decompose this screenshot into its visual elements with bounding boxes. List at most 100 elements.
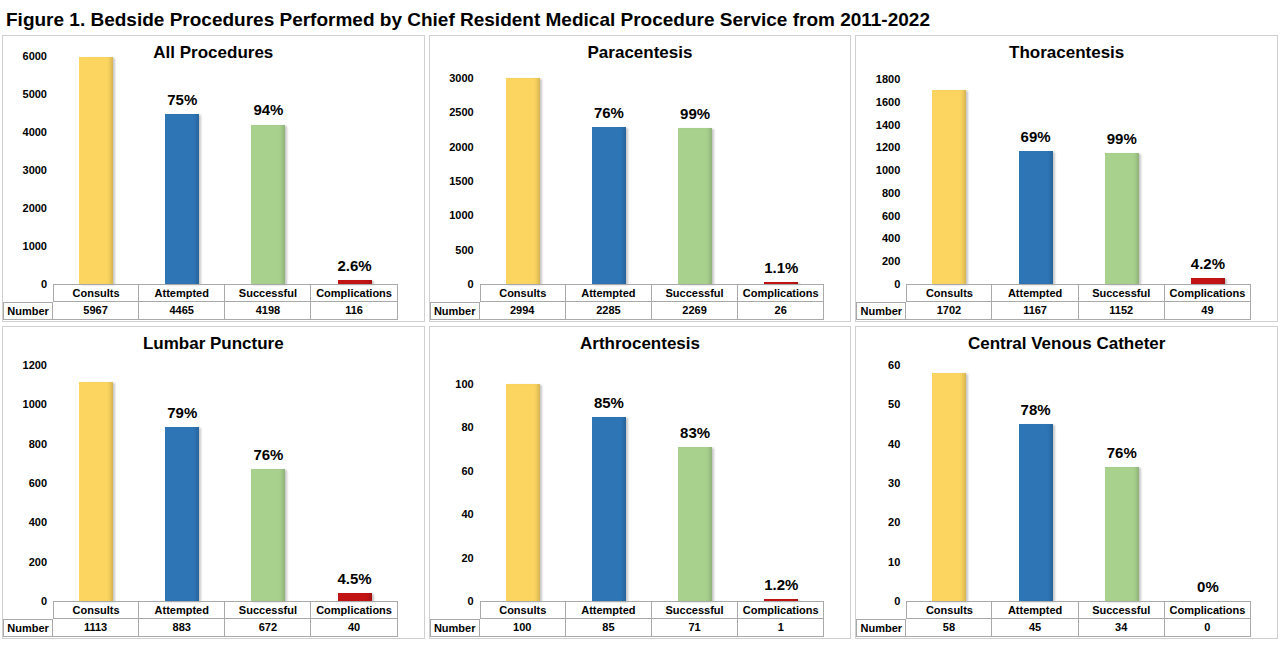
- y-axis-tick: 4000: [3, 126, 47, 138]
- y-axis-tick: 10: [856, 556, 900, 568]
- plot-area: 85% 83% 1.2%: [480, 327, 825, 601]
- y-axis-tick: 80: [430, 421, 474, 433]
- category-slot-consults: [53, 36, 139, 284]
- data-table: ConsultsAttemptedSuccessfulComplications…: [430, 284, 825, 321]
- category-slot-attempted: 79%: [139, 327, 225, 601]
- category-header-cell: Successful: [225, 601, 311, 619]
- y-axis-tick: 30: [856, 477, 900, 489]
- category-slot-consults: [53, 327, 139, 601]
- plot-region: 05001000150020002500300076%99%1.1%: [430, 36, 825, 284]
- bar-successful: [1105, 153, 1139, 284]
- y-axis-tick: 1800: [856, 73, 900, 85]
- bar-consults: [506, 78, 540, 284]
- category-header-cell: Successful: [652, 601, 738, 619]
- number-row-label: Number: [856, 302, 906, 320]
- number-value-cell: 49: [1165, 302, 1251, 320]
- table-corner-cell: [430, 601, 480, 619]
- number-value-cell: 2269: [652, 302, 738, 320]
- category-slot-consults: [906, 327, 992, 601]
- y-axis-tick: 60: [430, 465, 474, 477]
- y-axis-tick: 20: [856, 516, 900, 528]
- number-value-cell: 71: [652, 619, 738, 637]
- number-value-cell: 2994: [480, 302, 566, 320]
- category-slot-attempted: 69%: [992, 36, 1078, 284]
- data-table: ConsultsAttemptedSuccessfulComplications…: [856, 284, 1251, 321]
- bar-percent-label: 1.2%: [764, 576, 798, 593]
- plot-area: 75%94%2.6%: [53, 36, 398, 284]
- category-slot-attempted: 78%: [992, 327, 1078, 601]
- bar-percent-label: 83%: [680, 424, 710, 441]
- y-axis-tick: 1200: [3, 359, 47, 371]
- category-header-cell: Successful: [1079, 284, 1165, 302]
- number-row-label: Number: [3, 302, 53, 320]
- category-slot-complications: 1.1%: [738, 36, 824, 284]
- y-axis-tick: 40: [856, 438, 900, 450]
- bar-complications: [338, 593, 372, 601]
- bar-consults: [506, 384, 540, 601]
- category-slot-complications: 2.6%: [311, 36, 397, 284]
- plot-area: 79%76%4.5%: [53, 327, 398, 601]
- category-header-cell: Successful: [225, 284, 311, 302]
- bar-percent-label: 2.6%: [337, 257, 371, 274]
- category-header-cell: Consults: [906, 601, 992, 619]
- bar-attempted: [165, 114, 199, 284]
- data-table: ConsultsAttemptedSuccessfulComplications…: [3, 284, 398, 321]
- number-value-cell: 34: [1079, 619, 1165, 637]
- y-axis-tick: 2000: [3, 202, 47, 214]
- category-header-cell: Attempted: [139, 601, 225, 619]
- category-header-cell: Complications: [738, 601, 824, 619]
- category-header-cell: Consults: [906, 284, 992, 302]
- category-header-cell: Attempted: [992, 601, 1078, 619]
- chart-title: Central Venous Catheter: [856, 334, 1277, 354]
- y-axis-tick: 800: [3, 438, 47, 450]
- number-value-cell: 672: [225, 619, 311, 637]
- number-value-cell: 1167: [992, 302, 1078, 320]
- category-header-cell: Successful: [652, 284, 738, 302]
- category-header-cell: Complications: [311, 284, 397, 302]
- number-row-label: Number: [3, 619, 53, 637]
- category-slot-complications: 4.2%: [1165, 36, 1251, 284]
- number-value-cell: 40: [311, 619, 397, 637]
- chart-title: Lumbar Puncture: [3, 334, 424, 354]
- category-slot-consults: [906, 36, 992, 284]
- bar-percent-label: 76%: [253, 446, 283, 463]
- bar-consults: [932, 373, 966, 601]
- y-axis-tick: 3000: [430, 72, 474, 84]
- bar-successful: [251, 469, 285, 601]
- y-axis-tick: 1000: [430, 209, 474, 221]
- plot-area: 76%99%1.1%: [480, 36, 825, 284]
- bar-percent-label: 76%: [594, 104, 624, 121]
- data-table: ConsultsAttemptedSuccessfulComplications…: [856, 601, 1251, 638]
- bar-attempted: [1019, 151, 1053, 284]
- category-header-cell: Complications: [1165, 601, 1251, 619]
- bar-consults: [79, 57, 113, 284]
- table-corner-cell: [3, 284, 53, 302]
- category-slot-successful: 76%: [1079, 327, 1165, 601]
- y-axis-tick: 60: [856, 359, 900, 371]
- category-slot-successful: 99%: [1079, 36, 1165, 284]
- bar-percent-label: 79%: [167, 404, 197, 421]
- number-row-label: Number: [430, 302, 480, 320]
- chart-panel-all-procedures: All Procedures01000200030004000500060007…: [2, 35, 425, 322]
- number-row-label: Number: [430, 619, 480, 637]
- number-value-cell: 58: [906, 619, 992, 637]
- chart-grid: All Procedures01000200030004000500060007…: [2, 35, 1278, 639]
- number-value-cell: 2285: [566, 302, 652, 320]
- plot-area: 78%76%0%: [906, 327, 1251, 601]
- category-slot-attempted: 75%: [139, 36, 225, 284]
- y-axis-tick: 200: [856, 255, 900, 267]
- bar-percent-label: 85%: [594, 394, 624, 411]
- y-axis-tick: 600: [856, 210, 900, 222]
- bar-attempted: [165, 427, 199, 601]
- category-slot-attempted: 85%: [566, 327, 652, 601]
- bar-percent-label: 78%: [1021, 401, 1051, 418]
- plot-region: 02040608010085%83%1.2%: [430, 327, 825, 601]
- category-header-cell: Complications: [311, 601, 397, 619]
- bar-percent-label: 4.2%: [1191, 255, 1225, 272]
- y-axis-tick: 1400: [856, 119, 900, 131]
- bar-consults: [932, 90, 966, 284]
- y-axis-tick: 1200: [856, 141, 900, 153]
- y-axis-tick: 500: [430, 244, 474, 256]
- number-value-cell: 45: [992, 619, 1078, 637]
- chart-title: All Procedures: [3, 43, 424, 63]
